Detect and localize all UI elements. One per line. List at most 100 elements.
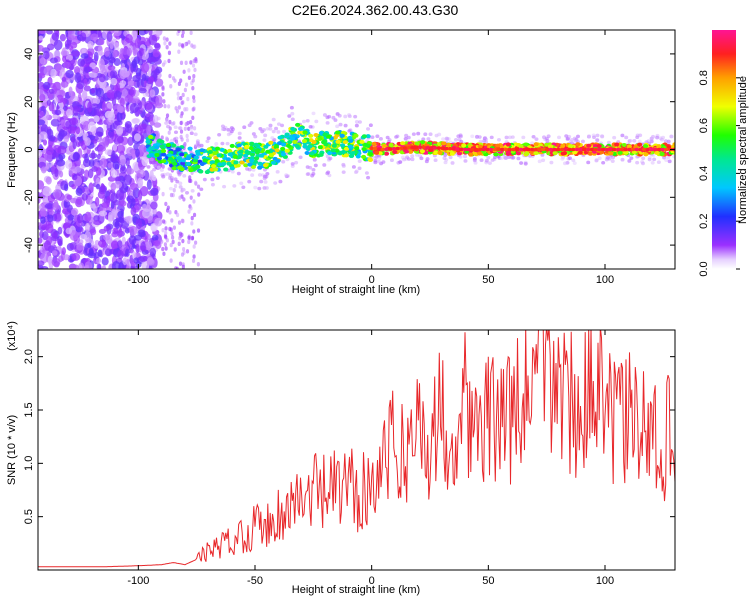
heatmap-cell <box>524 151 530 156</box>
heatmap-cell <box>495 143 501 148</box>
heatmap-cell <box>229 143 235 148</box>
heatmap-cell <box>155 78 164 87</box>
heatmap-cell <box>453 137 458 142</box>
heatmap-cell <box>99 38 105 45</box>
heatmap-cell <box>177 105 181 110</box>
heatmap-cell <box>93 51 99 62</box>
heatmap-cell <box>77 141 84 147</box>
heatmap-cell <box>634 147 640 152</box>
heatmap-cell <box>575 142 581 147</box>
heatmap-cell <box>42 186 52 197</box>
heatmap-cell <box>192 254 196 259</box>
heatmap-cell <box>414 141 420 146</box>
heatmap-cell <box>419 149 425 154</box>
heatmap-cell <box>533 142 539 147</box>
heatmap-cell <box>113 180 123 189</box>
heatmap-cell <box>489 135 494 140</box>
heatmap-cell <box>284 173 289 177</box>
heatmap-cell <box>328 156 333 161</box>
heatmap-x-tick-label: 50 <box>482 274 494 286</box>
heatmap-cell <box>470 147 475 152</box>
heatmap-cell <box>168 73 172 79</box>
heatmap-cell <box>207 150 213 155</box>
heatmap-cell <box>151 234 159 241</box>
heatmap-cell <box>567 147 572 152</box>
heatmap-cell <box>145 113 150 118</box>
heatmap-cell <box>104 149 114 156</box>
heatmap-cell <box>111 261 121 269</box>
heatmap-cell <box>102 101 107 113</box>
heatmap-cell <box>614 142 620 147</box>
heatmap-cell <box>190 43 194 48</box>
heatmap-cell <box>186 96 190 102</box>
heatmap-cell <box>48 93 54 99</box>
heatmap-cell <box>161 164 165 169</box>
heatmap-cell <box>220 127 225 131</box>
heatmap-cell <box>192 74 196 79</box>
heatmap-cell <box>110 77 118 86</box>
heatmap-cell <box>363 143 370 148</box>
heatmap-cell <box>268 153 275 158</box>
heatmap-cell <box>619 147 625 152</box>
heatmap-cell <box>57 145 67 155</box>
heatmap-cell <box>667 159 672 164</box>
heatmap-cell <box>39 86 44 97</box>
heatmap-cell <box>93 215 100 222</box>
heatmap-cell <box>574 139 579 143</box>
heatmap-cell <box>626 144 632 149</box>
heatmap-cell <box>310 173 315 178</box>
heatmap-cell <box>177 220 182 225</box>
heatmap-cell <box>436 146 442 150</box>
heatmap-cell <box>59 89 64 95</box>
heatmap-cell <box>247 162 253 167</box>
heatmap-cell <box>564 134 569 138</box>
heatmap-cell <box>364 171 369 175</box>
heatmap-cell <box>173 183 178 189</box>
heatmap-cell <box>214 142 219 146</box>
heatmap-cell <box>51 250 58 256</box>
heatmap-cell <box>116 144 126 154</box>
heatmap-cell <box>132 251 137 260</box>
heatmap-cell <box>406 145 412 150</box>
heatmap-cell <box>626 147 632 152</box>
heatmap-cell <box>148 30 153 36</box>
heatmap-cell <box>194 149 201 154</box>
heatmap-cell <box>192 95 196 100</box>
heatmap-cell <box>178 261 183 266</box>
heatmap-cell <box>230 169 235 174</box>
heatmap-cell <box>653 147 658 152</box>
heatmap-cell <box>167 167 172 171</box>
heatmap-cell <box>263 180 268 184</box>
heatmap-cell <box>629 156 634 160</box>
heatmap-cell <box>268 127 273 131</box>
heatmap-y-tick-label: 40 <box>23 48 35 60</box>
heatmap-cell <box>177 30 181 33</box>
heatmap-cell <box>488 147 494 152</box>
heatmap-cell <box>322 163 327 167</box>
heatmap-cell <box>530 141 535 146</box>
heatmap-cell <box>43 81 51 90</box>
heatmap-cell <box>338 122 343 127</box>
heatmap-cell <box>70 136 76 143</box>
heatmap-cell <box>533 151 539 156</box>
snr-y-axis-label: SNR (10 * v/v) <box>6 415 18 485</box>
heatmap-cell <box>162 251 166 256</box>
heatmap-cell <box>188 175 192 180</box>
heatmap-cell <box>547 144 554 149</box>
heatmap-cell <box>243 163 249 168</box>
heatmap-cell <box>40 252 49 264</box>
heatmap-cell <box>290 126 296 131</box>
heatmap-cell <box>586 143 592 148</box>
colorbar-gradient <box>712 30 736 269</box>
heatmap-cell <box>445 136 450 141</box>
heatmap-cell <box>477 147 483 152</box>
heatmap-cell <box>129 183 138 191</box>
heatmap-cell <box>180 33 185 39</box>
heatmap-cell <box>46 43 55 51</box>
heatmap-cell <box>403 136 408 141</box>
heatmap-cell <box>263 144 269 149</box>
heatmap-cell <box>72 264 80 269</box>
heatmap-cell <box>199 187 204 192</box>
heatmap-cell <box>84 137 91 146</box>
heatmap-cell <box>77 93 82 103</box>
